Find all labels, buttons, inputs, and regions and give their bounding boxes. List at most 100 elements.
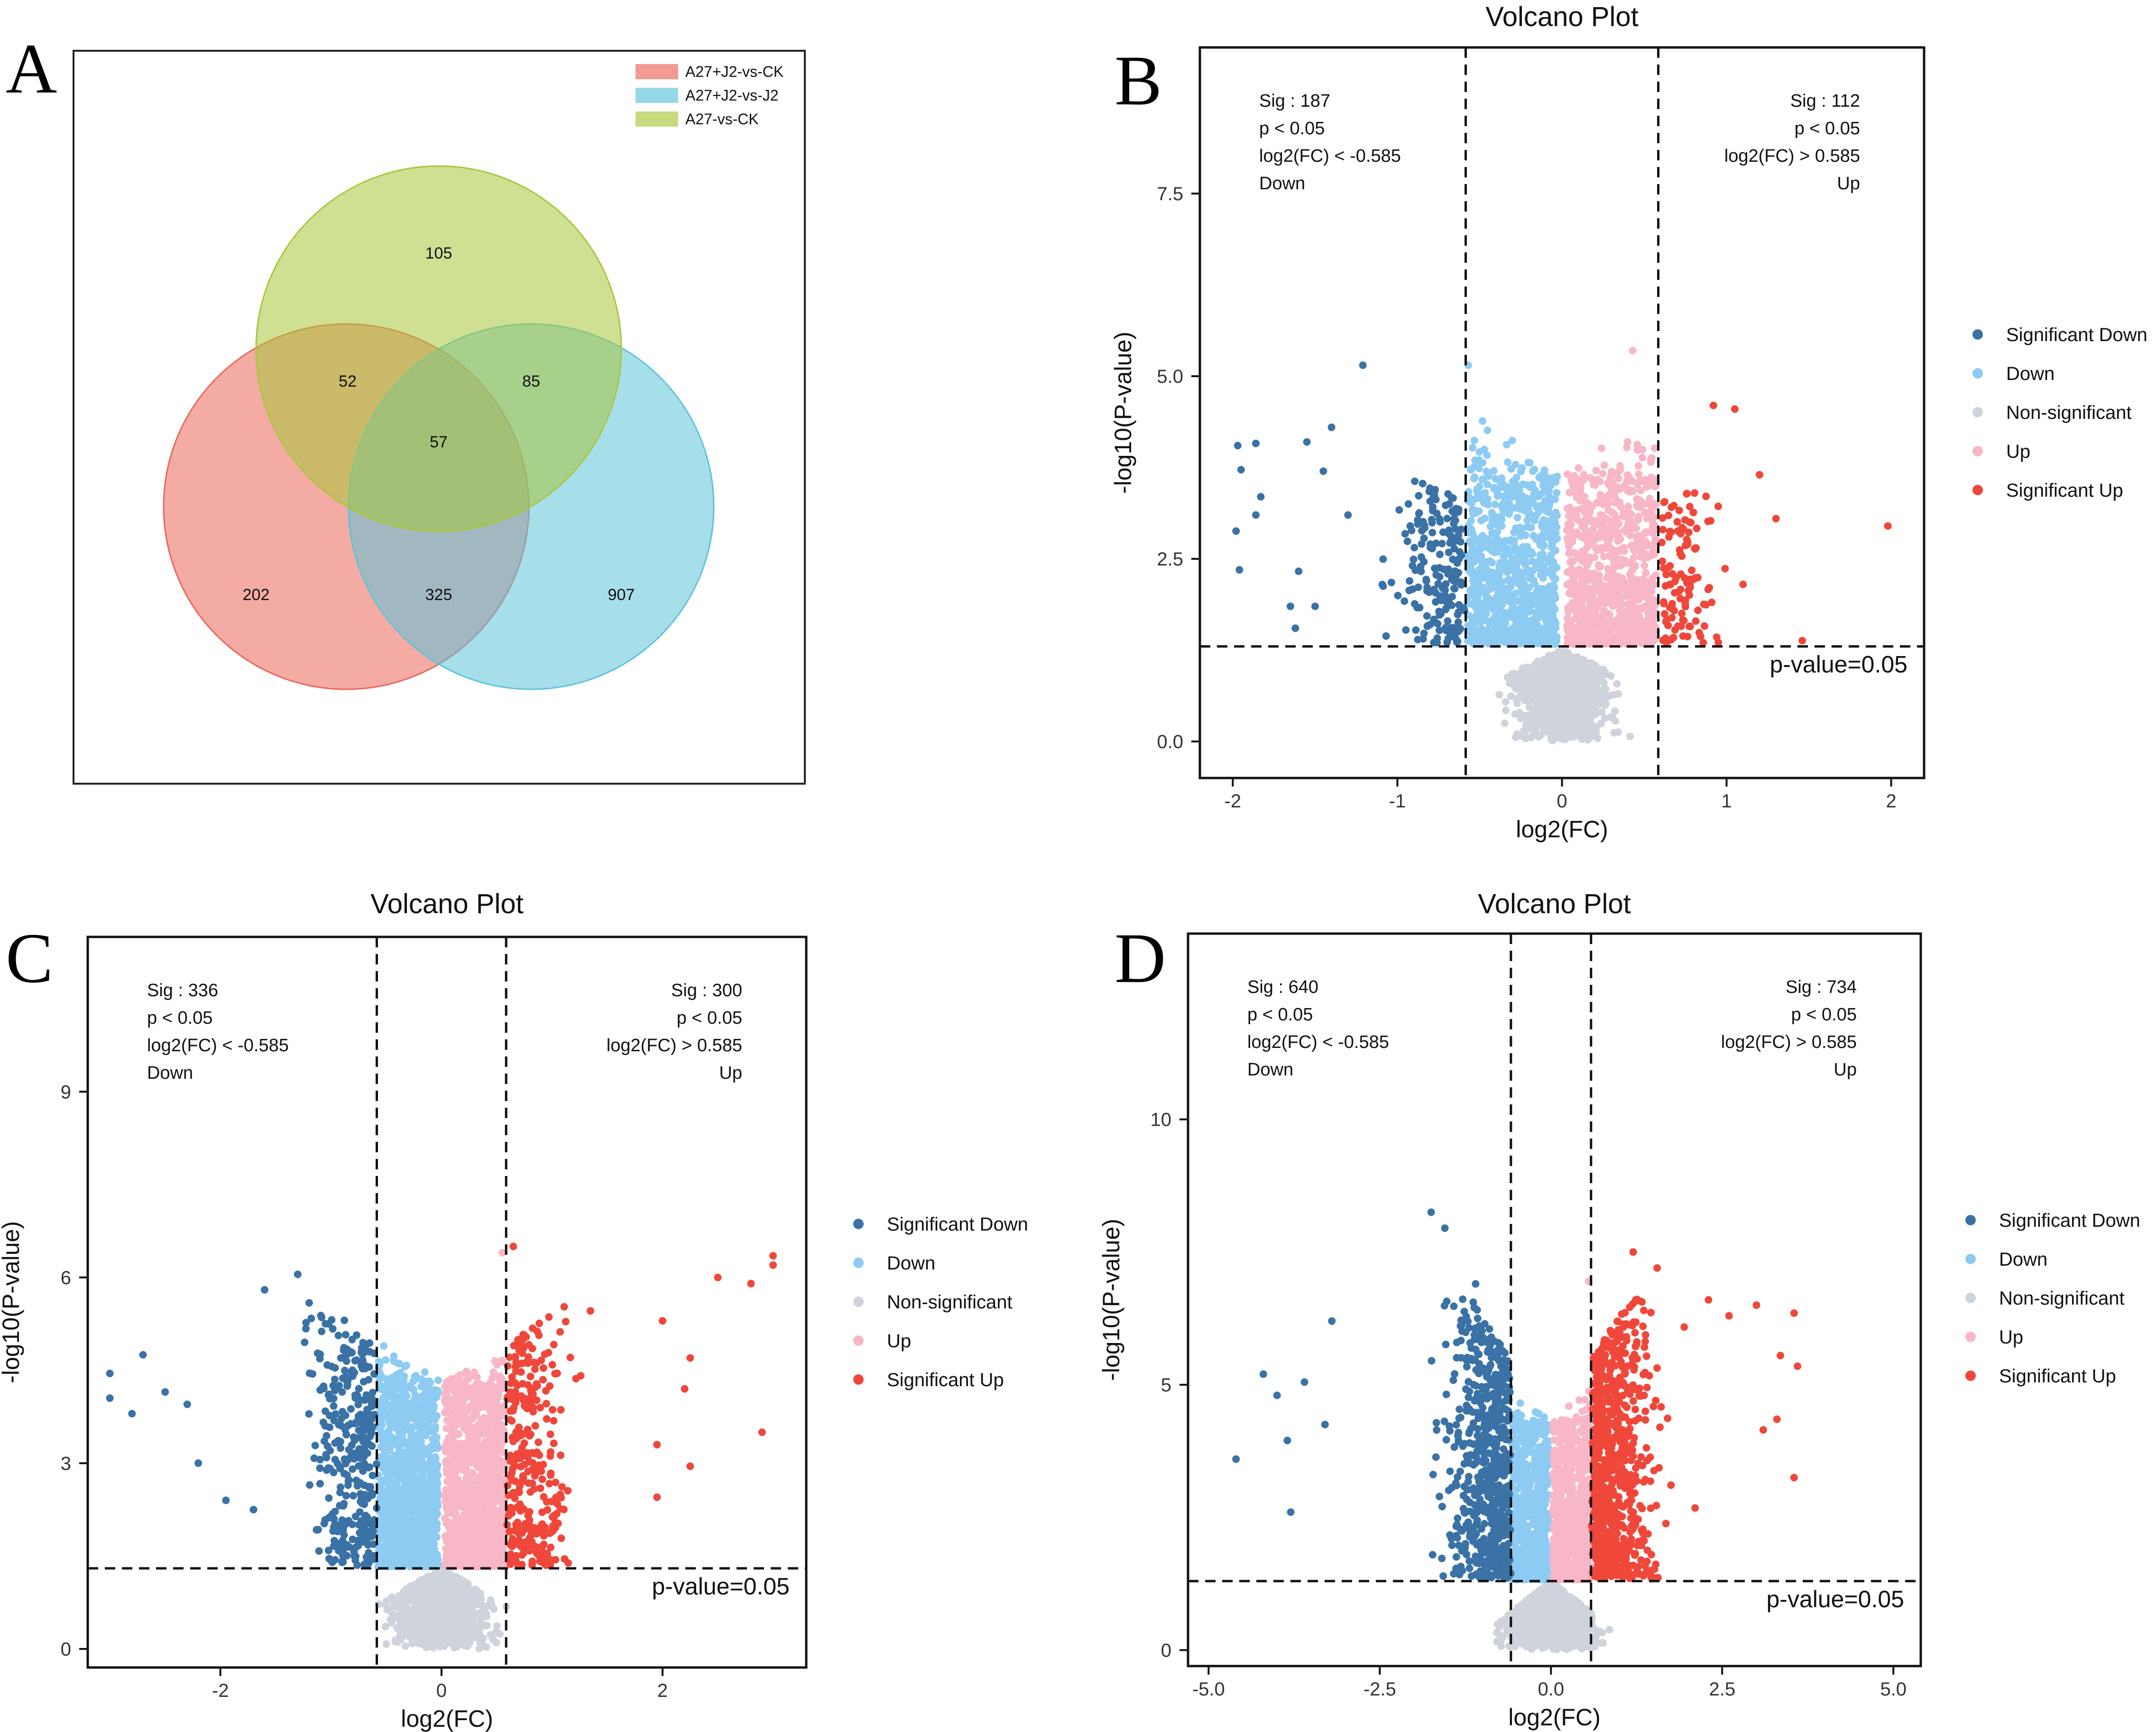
point-down: [1492, 615, 1500, 623]
point-up: [1627, 585, 1635, 593]
point-significant-down: [1420, 558, 1428, 566]
point-significant-down: [1394, 592, 1402, 600]
point-non-significant: [1529, 689, 1538, 696]
point-non-significant: [1501, 719, 1509, 727]
point-non-significant: [382, 1640, 390, 1648]
point-up: [1639, 445, 1647, 454]
point-up: [1639, 454, 1647, 462]
point-down: [1505, 575, 1513, 584]
point-non-significant: [1506, 679, 1514, 687]
point-down: [1537, 490, 1545, 498]
point-significant-down: [1447, 602, 1456, 609]
point-up: [1612, 549, 1621, 557]
point-non-significant: [1553, 713, 1561, 721]
point-significant-down: [1404, 500, 1412, 508]
point-up: [1608, 468, 1616, 476]
point-up: [1593, 546, 1601, 554]
point-down: [1519, 617, 1527, 625]
point-up: [1588, 539, 1596, 547]
point-down: [1541, 636, 1549, 644]
point-down: [1525, 513, 1533, 521]
point-significant-up: [1693, 524, 1701, 532]
point-non-significant: [474, 1621, 482, 1629]
point-down: [1515, 486, 1523, 494]
point-up: [1600, 461, 1608, 469]
point-significant-down: [1379, 582, 1387, 590]
point-outlier: [1798, 637, 1806, 645]
point-down: [1536, 533, 1544, 541]
point-down: [1548, 564, 1556, 572]
point-non-significant: [415, 1583, 424, 1591]
point-outlier: [1303, 438, 1311, 446]
point-significant-down: [1447, 531, 1455, 539]
point-up: [1585, 558, 1593, 566]
point-outlier: [1234, 442, 1242, 450]
point-significant-down: [1422, 575, 1430, 584]
point-up: [1624, 502, 1632, 510]
volcano-plot-c: p-value=0.05-2 0 20369log2(FC)-log10(P-val…: [0, 889, 1028, 1732]
point-significant-down: [1436, 592, 1444, 600]
point-down: [1547, 496, 1555, 504]
point-non-significant: [450, 1615, 458, 1623]
point-down: [1490, 485, 1498, 493]
point-down: [1507, 491, 1515, 500]
point-significant-up: [1669, 634, 1677, 641]
point-up: [1592, 580, 1600, 588]
point-significant-down: [1436, 626, 1443, 634]
y-tick-label: 5.0: [1157, 366, 1183, 387]
point-down: [1487, 571, 1495, 579]
point-non-significant: [1600, 685, 1608, 693]
point-down: [1535, 473, 1543, 482]
point-significant-down: [1426, 497, 1434, 505]
threshold-label: p-value=0.05: [1769, 651, 1907, 678]
point-down: [1488, 518, 1496, 526]
point-significant-up: [1676, 550, 1684, 558]
point-up: [1584, 499, 1592, 507]
point-up: [1632, 533, 1640, 541]
point-down: [1502, 546, 1510, 554]
point-significant-down: [1419, 480, 1427, 488]
point-up: [1646, 510, 1654, 519]
point-non-significant: [413, 1595, 421, 1603]
point-non-significant: [450, 1584, 458, 1592]
point-down: [1515, 524, 1523, 532]
point-up: [1589, 635, 1597, 643]
x-tick-label: 0: [1557, 791, 1567, 812]
point-down: [1544, 508, 1552, 516]
point-down: [1500, 638, 1508, 646]
y-axis-label: -log10(P-value): [1110, 332, 1136, 494]
point-significant-down: [1444, 617, 1452, 625]
point-non-significant: [1544, 661, 1552, 669]
point-significant-down: [1454, 611, 1462, 619]
point-down: [1549, 573, 1557, 581]
point-down: [1478, 417, 1486, 425]
plot-title: Volcano Plot: [1485, 1, 1638, 32]
x-tick-label: -2: [1225, 791, 1242, 812]
point-non-significant: [423, 1618, 431, 1626]
point-up: [1628, 477, 1636, 485]
x-tick-label: 2: [1886, 791, 1896, 812]
point-non-significant: [1590, 685, 1598, 693]
annotation-up-line: log2(FC) > 0.585: [1724, 146, 1860, 166]
point-down: [1507, 465, 1515, 473]
point-non-significant: [467, 1611, 475, 1619]
point-up: [1607, 595, 1615, 603]
point-up: [1649, 476, 1657, 484]
point-non-significant: [1543, 692, 1551, 700]
point-up: [1635, 633, 1643, 641]
point-up: [1569, 558, 1576, 566]
point-significant-down: [1409, 585, 1417, 593]
point-down: [1521, 596, 1529, 604]
point-outlier: [1327, 423, 1336, 431]
point-non-significant: [1536, 667, 1544, 675]
point-non-significant: [432, 1613, 440, 1621]
point-non-significant: [1530, 718, 1538, 726]
point-non-significant: [1522, 663, 1530, 671]
point-non-significant: [434, 1599, 442, 1607]
point-non-significant: [1511, 710, 1519, 718]
point-up: [1627, 624, 1635, 631]
point-non-significant: [1587, 708, 1595, 716]
point-down: [1529, 566, 1537, 574]
point-non-significant: [1502, 706, 1510, 714]
